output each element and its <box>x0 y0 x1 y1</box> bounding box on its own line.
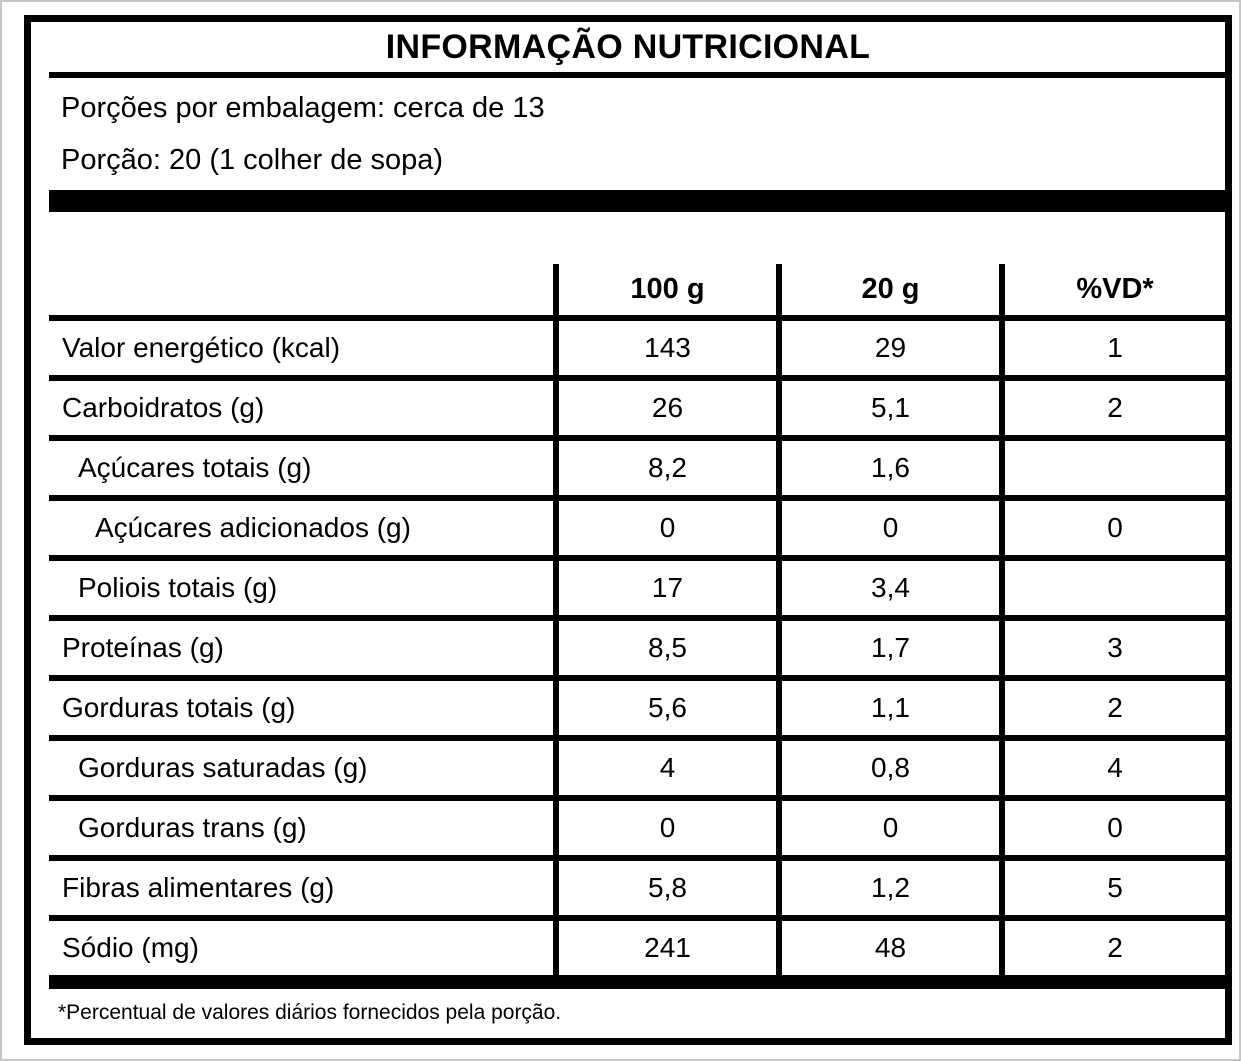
row-label: Carboidratos (g) <box>49 378 556 441</box>
table-header-row: 100 g 20 g %VD* <box>49 264 1225 321</box>
serving-size: Porção: 20 (1 colher de sopa) <box>61 144 444 176</box>
table-row: Valor energético (kcal) 143 29 1 <box>49 318 1225 381</box>
servings-per-package: Porções por embalagem: cerca de 13 <box>61 92 545 124</box>
header-col-vd: %VD* <box>999 264 1225 321</box>
value-20g: 0 <box>776 498 1002 561</box>
table-body: Valor energético (kcal) 143 29 1 Carboidrato… <box>49 318 1225 989</box>
value-100g: 241 <box>553 918 779 989</box>
value-20g: 1,6 <box>776 438 1002 501</box>
value-vd: 2 <box>999 678 1225 741</box>
value-vd <box>999 558 1225 621</box>
header-col-20g: 20 g <box>776 264 1002 321</box>
value-vd: 0 <box>999 798 1225 861</box>
row-label: Fibras alimentares (g) <box>49 858 556 921</box>
row-label: Gorduras saturadas (g) <box>49 738 556 801</box>
table-row: Açúcares adicionados (g) 0 0 0 <box>49 498 1225 561</box>
section-separator-bar <box>49 190 1225 212</box>
value-20g: 3,4 <box>776 558 1002 621</box>
table-row: Poliois totais (g) 17 3,4 <box>49 558 1225 621</box>
row-label: Valor energético (kcal) <box>49 318 556 381</box>
value-100g: 0 <box>553 798 779 861</box>
table-row: Gorduras totais (g) 5,6 1,1 2 <box>49 678 1225 741</box>
row-label: Gorduras totais (g) <box>49 678 556 741</box>
nutrition-label: INFORMAÇÃO NUTRICIONAL Porções por embal… <box>24 15 1232 1045</box>
nutrition-table: 100 g 20 g %VD* Valor energético (kcal) 1… <box>49 264 1225 989</box>
value-20g: 48 <box>776 918 1002 989</box>
servings-section: Porções por embalagem: cerca de 13 Porçã… <box>31 82 1225 186</box>
value-vd: 5 <box>999 858 1225 921</box>
row-label: Proteínas (g) <box>49 618 556 681</box>
value-vd: 1 <box>999 318 1225 381</box>
daily-values-footnote: *Percentual de valores diários fornecido… <box>58 1001 562 1024</box>
row-label: Açúcares adicionados (g) <box>49 498 556 561</box>
value-100g: 26 <box>553 378 779 441</box>
table-row: Gorduras saturadas (g) 4 0,8 4 <box>49 738 1225 801</box>
row-label: Gorduras trans (g) <box>49 798 556 861</box>
header-col-100g: 100 g <box>553 264 779 321</box>
table-row: Fibras alimentares (g) 5,8 1,2 5 <box>49 858 1225 921</box>
value-100g: 5,8 <box>553 858 779 921</box>
table-row: Gorduras trans (g) 0 0 0 <box>49 798 1225 861</box>
value-100g: 17 <box>553 558 779 621</box>
table-row: Açúcares totais (g) 8,2 1,6 <box>49 438 1225 501</box>
row-label: Poliois totais (g) <box>49 558 556 621</box>
value-20g: 29 <box>776 318 1002 381</box>
value-vd: 2 <box>999 918 1225 989</box>
value-20g: 1,1 <box>776 678 1002 741</box>
value-vd: 4 <box>999 738 1225 801</box>
value-vd <box>999 438 1225 501</box>
value-100g: 143 <box>553 318 779 381</box>
value-20g: 1,7 <box>776 618 1002 681</box>
value-vd: 2 <box>999 378 1225 441</box>
label-title: INFORMAÇÃO NUTRICIONAL <box>385 27 871 66</box>
value-100g: 8,2 <box>553 438 779 501</box>
value-20g: 5,1 <box>776 378 1002 441</box>
value-20g: 0 <box>776 798 1002 861</box>
value-100g: 5,6 <box>553 678 779 741</box>
table-row: Proteínas (g) 8,5 1,7 3 <box>49 618 1225 681</box>
value-vd: 0 <box>999 498 1225 561</box>
title-divider-rule <box>49 72 1225 78</box>
row-label: Sódio (mg) <box>49 918 556 989</box>
value-100g: 4 <box>553 738 779 801</box>
value-100g: 0 <box>553 498 779 561</box>
row-label: Açúcares totais (g) <box>49 438 556 501</box>
value-vd: 3 <box>999 618 1225 681</box>
value-20g: 0,8 <box>776 738 1002 801</box>
header-col-empty <box>49 264 556 321</box>
table-row: Sódio (mg) 241 48 2 <box>49 918 1225 989</box>
table-row: Carboidratos (g) 26 5,1 2 <box>49 378 1225 441</box>
value-20g: 1,2 <box>776 858 1002 921</box>
value-100g: 8,5 <box>553 618 779 681</box>
